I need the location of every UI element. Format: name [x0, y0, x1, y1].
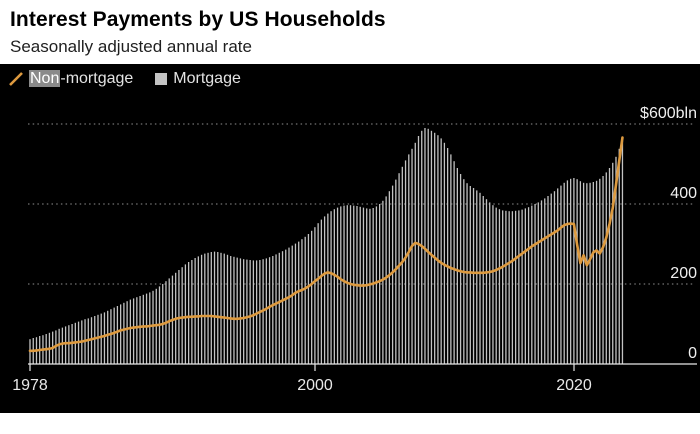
non-mortgage-line-icon — [8, 71, 24, 87]
x-label-2000: 2000 — [297, 377, 333, 394]
chart-subtitle: Seasonally adjusted annual rate — [10, 37, 252, 56]
y-axis-labels: $600bln 400 200 0 — [640, 105, 697, 362]
mortgage-bars-series — [29, 128, 624, 364]
y-label-600: $600bln — [640, 105, 697, 122]
y-label-0: 0 — [688, 345, 697, 362]
non-mortgage-line-series — [28, 136, 624, 353]
mortgage-swatch-icon — [155, 73, 168, 85]
legend-label-mortgage-suffix: -mortgage — [60, 70, 134, 87]
x-axis-labels: 1978 2000 2020 — [12, 377, 592, 394]
chart-area: Non-mortgage Mortgage $600bln 400 200 0 — [0, 64, 700, 413]
plot-canvas: $600bln 400 200 0 1978 2000 2020 — [12, 105, 697, 394]
gridlines — [28, 123, 695, 285]
legend-label-mortgage: Mortgage — [173, 70, 241, 87]
x-axis — [28, 363, 697, 371]
legend-label-non-mortgage: Non-mortgage — [29, 70, 133, 88]
x-label-1978: 1978 — [12, 377, 48, 394]
chart-title: Interest Payments by US Households — [10, 8, 386, 31]
legend-label-non-highlighted: Non — [29, 70, 61, 87]
chart-header: Interest Payments by US Households Seaso… — [0, 0, 700, 59]
y-label-400: 400 — [670, 185, 697, 202]
chart-legend: Non-mortgage Mortgage — [8, 70, 241, 88]
y-label-200: 200 — [670, 265, 697, 282]
x-label-2020: 2020 — [556, 377, 592, 394]
